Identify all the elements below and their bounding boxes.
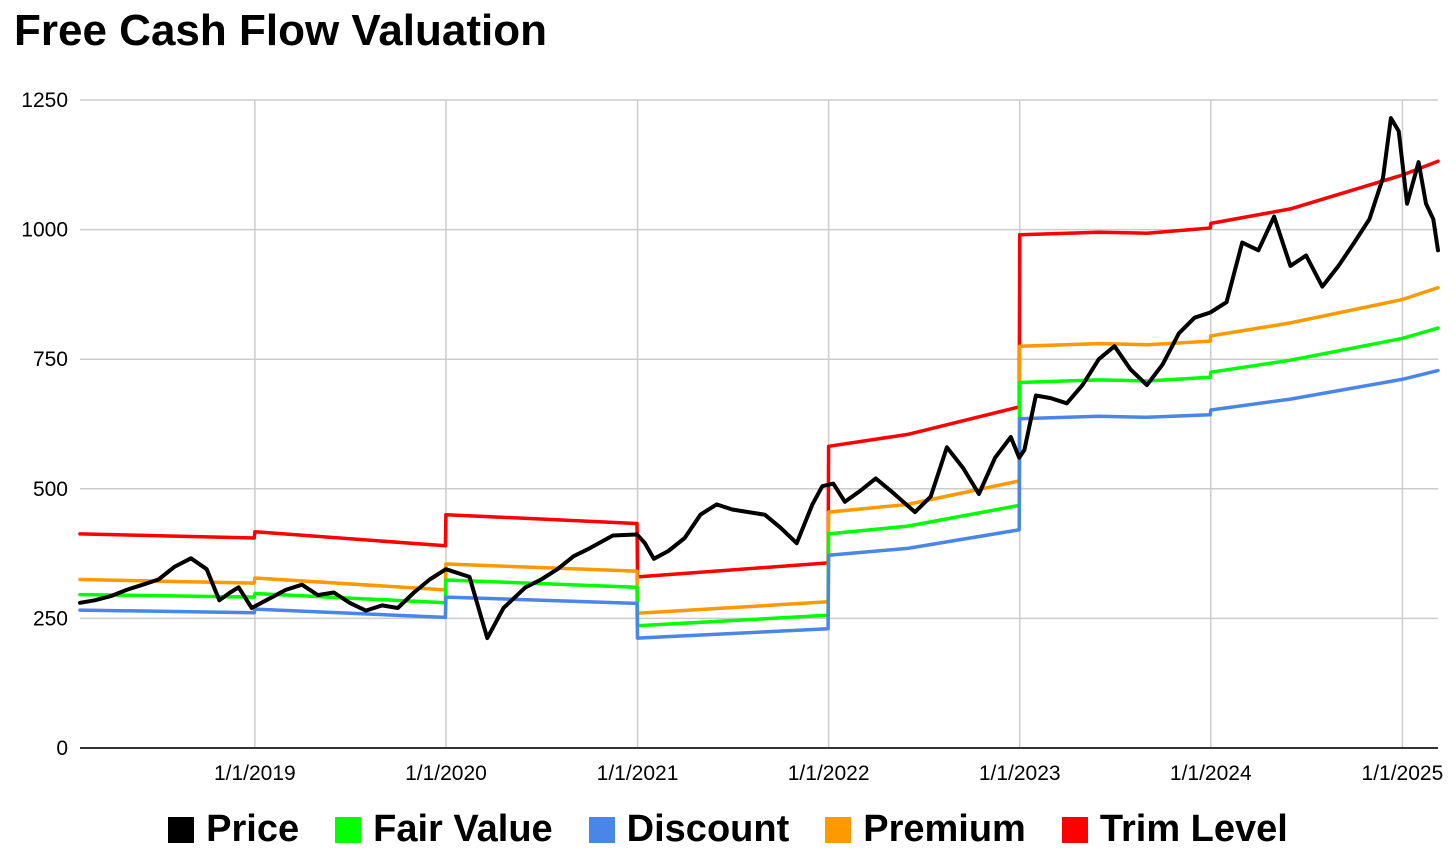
series-line-price [78, 116, 1440, 641]
y-tick-label-1000: 1000 [21, 219, 68, 242]
x-tick-label-4: 1/1/2023 [979, 762, 1061, 785]
y-tick-label-1250: 1250 [21, 89, 68, 112]
series-lines [78, 116, 1440, 641]
legend-label-price: Price [206, 808, 300, 850]
legend-label-discount: Discount [626, 808, 790, 850]
legend-swatch-fair-value [335, 816, 362, 843]
grid-lines [80, 99, 1438, 748]
x-tick-label-5: 1/1/2024 [1170, 762, 1252, 785]
y-tick-label-500: 500 [33, 478, 68, 501]
legend-item-discount: Discount [588, 808, 790, 851]
line-chart: 0 250 500 750 1000 1250 1/1/2019 1/1/2020 1/1/20… [21, 89, 1443, 785]
y-tick-label-0: 0 [56, 737, 68, 760]
x-tick-label-1: 1/1/2020 [405, 762, 487, 785]
legend-swatch-price [168, 816, 195, 843]
x-tick-label-6: 1/1/2025 [1362, 762, 1444, 785]
legend-item-premium: Premium [825, 808, 1026, 851]
axes: 0 250 500 750 1000 1250 1/1/2019 1/1/2020 1/1/20… [21, 89, 1443, 785]
x-tick-label-3: 1/1/2022 [788, 762, 870, 785]
legend-item-trim-level: Trim Level [1061, 808, 1288, 851]
x-tick-label-0: 1/1/2019 [214, 762, 296, 785]
legend-label-fair-value: Fair Value [373, 808, 553, 850]
legend-swatch-discount [588, 816, 615, 843]
legend-swatch-premium [825, 816, 852, 843]
legend-item-fair-value: Fair Value [335, 808, 553, 851]
legend-swatch-trim-level [1061, 816, 1088, 843]
legend-label-premium: Premium [863, 808, 1026, 850]
y-tick-label-250: 250 [33, 607, 68, 630]
legend-item-price: Price [168, 808, 299, 851]
legend-label-trim-level: Trim Level [1099, 808, 1288, 850]
legend: Price Fair Value Discount Premium Trim Level [0, 808, 1456, 851]
chart-title: Free Cash Flow Valuation [14, 6, 548, 55]
x-tick-label-2: 1/1/2021 [597, 762, 679, 785]
series-line-trim-level [78, 159, 1440, 579]
series-line-discount [78, 368, 1440, 640]
y-tick-label-750: 750 [33, 348, 68, 371]
series-line-premium [78, 285, 1440, 615]
